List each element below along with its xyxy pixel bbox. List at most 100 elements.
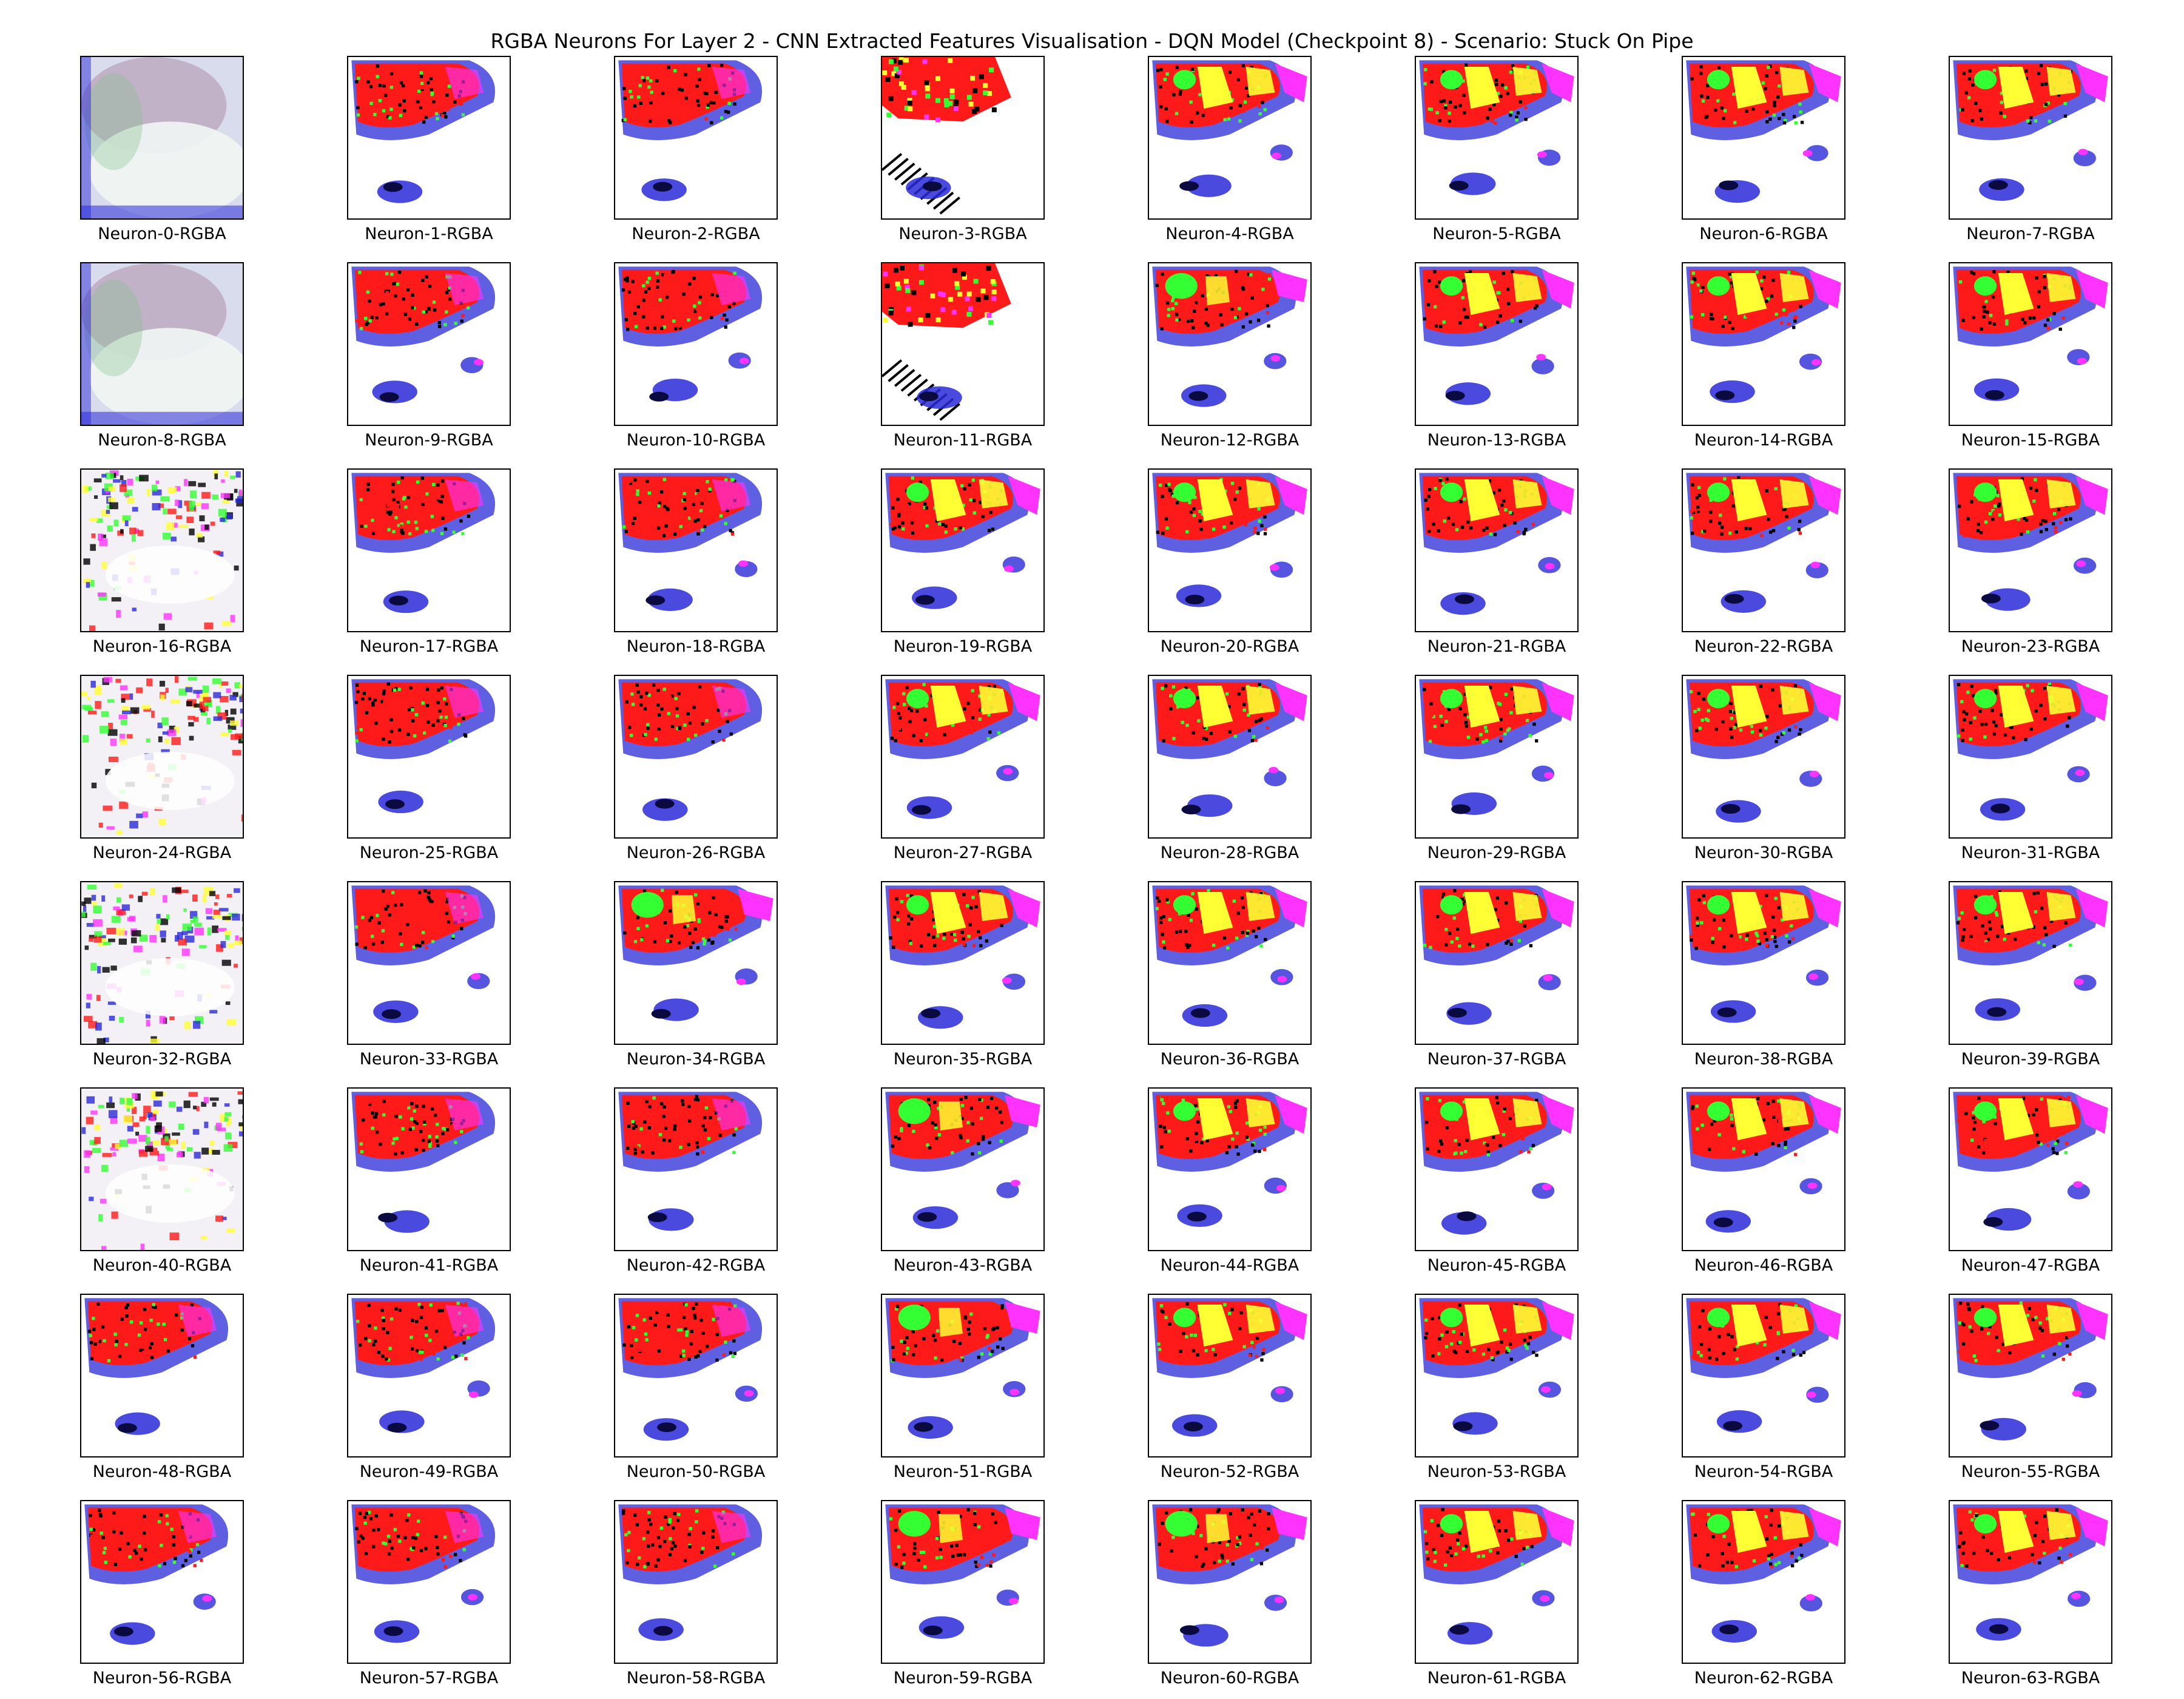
neuron-activation-image [347,1294,511,1457]
neuron-activation-image [1949,881,2112,1045]
neuron-label: Neuron-49-RGBA [359,1462,499,1481]
neuron-label: Neuron-45-RGBA [1427,1256,1566,1275]
neuron-label: Neuron-42-RGBA [626,1256,766,1275]
neuron-label: Neuron-25-RGBA [359,843,499,862]
neuron-label: Neuron-20-RGBA [1160,637,1299,656]
neuron-activation-image [347,1500,511,1664]
neuron-activation-image [614,1087,778,1251]
neuron-label: Neuron-2-RGBA [632,225,760,243]
neuron-activation-image [1949,468,2112,632]
neuron-label: Neuron-22-RGBA [1694,637,1833,656]
neuron-activation-image [347,468,511,632]
neuron-activation-image [1682,881,1845,1045]
neuron-label: Neuron-6-RGBA [1699,225,1828,243]
neuron-label: Neuron-62-RGBA [1694,1669,1833,1687]
neuron-label: Neuron-34-RGBA [626,1050,766,1069]
neuron-activation-image [1148,262,1312,426]
neuron-label: Neuron-31-RGBA [1961,843,2100,862]
neuron-label: Neuron-4-RGBA [1165,225,1294,243]
neuron-activation-image [1148,468,1312,632]
neuron-label: Neuron-27-RGBA [893,843,1033,862]
neuron-activation-image [1415,1087,1579,1251]
neuron-label: Neuron-17-RGBA [359,637,499,656]
neuron-label: Neuron-0-RGBA [98,225,226,243]
neuron-activation-image [80,1087,244,1251]
neuron-activation-image [614,1500,778,1664]
neuron-label: Neuron-9-RGBA [365,431,493,450]
neuron-activation-image [1949,1087,2112,1251]
neuron-label: Neuron-28-RGBA [1160,843,1299,862]
neuron-activation-image [1415,56,1579,220]
neuron-label: Neuron-16-RGBA [92,637,232,656]
neuron-activation-image [347,881,511,1045]
neuron-label: Neuron-30-RGBA [1694,843,1833,862]
neuron-label: Neuron-40-RGBA [92,1256,232,1275]
neuron-label: Neuron-59-RGBA [893,1669,1033,1687]
neuron-activation-image [881,1087,1045,1251]
neuron-label: Neuron-56-RGBA [92,1669,232,1687]
neuron-activation-image [1682,56,1845,220]
figure-title: RGBA Neurons For Layer 2 - CNN Extracted… [490,29,1694,53]
neuron-label: Neuron-51-RGBA [893,1462,1033,1481]
neuron-activation-image [1949,56,2112,220]
neuron-label: Neuron-18-RGBA [626,637,766,656]
neuron-activation-image [881,468,1045,632]
neuron-activation-image [881,881,1045,1045]
neuron-activation-image [80,56,244,220]
neuron-activation-image [881,262,1045,426]
neuron-activation-image [80,881,244,1045]
neuron-activation-image [1415,675,1579,839]
neuron-label: Neuron-58-RGBA [626,1669,766,1687]
neuron-label: Neuron-23-RGBA [1961,637,2100,656]
neuron-activation-image [1148,56,1312,220]
neuron-label: Neuron-1-RGBA [365,225,493,243]
neuron-activation-image [1949,1294,2112,1457]
neuron-label: Neuron-13-RGBA [1427,431,1566,450]
neuron-label: Neuron-26-RGBA [626,843,766,862]
neuron-label: Neuron-60-RGBA [1160,1669,1299,1687]
neuron-label: Neuron-43-RGBA [893,1256,1033,1275]
neuron-activation-image [1148,1294,1312,1457]
neuron-label: Neuron-38-RGBA [1694,1050,1833,1069]
neuron-label: Neuron-47-RGBA [1961,1256,2100,1275]
neuron-activation-image [347,675,511,839]
neuron-activation-image [1415,881,1579,1045]
neuron-label: Neuron-5-RGBA [1432,225,1561,243]
neuron-activation-image [614,881,778,1045]
neuron-activation-image [614,1294,778,1457]
neuron-label: Neuron-15-RGBA [1961,431,2100,450]
neuron-label: Neuron-19-RGBA [893,637,1033,656]
neuron-activation-image [347,56,511,220]
neuron-activation-image [80,1500,244,1664]
neuron-activation-image [1682,1500,1845,1664]
neuron-label: Neuron-10-RGBA [626,431,766,450]
neuron-label: Neuron-21-RGBA [1427,637,1566,656]
neuron-activation-image [1415,468,1579,632]
neuron-label: Neuron-41-RGBA [359,1256,499,1275]
neuron-activation-image [1148,1500,1312,1664]
neuron-activation-image [614,262,778,426]
neuron-activation-image [1415,1294,1579,1457]
neuron-activation-image [881,1294,1045,1457]
neuron-activation-image [80,262,244,426]
neuron-label: Neuron-48-RGBA [92,1462,232,1481]
neuron-label: Neuron-12-RGBA [1160,431,1299,450]
neuron-label: Neuron-57-RGBA [359,1669,499,1687]
neuron-activation-image [80,468,244,632]
neuron-label: Neuron-36-RGBA [1160,1050,1299,1069]
neuron-activation-image [1682,468,1845,632]
neuron-activation-image [614,56,778,220]
neuron-label: Neuron-55-RGBA [1961,1462,2100,1481]
neuron-activation-image [881,675,1045,839]
neuron-label: Neuron-63-RGBA [1961,1669,2100,1687]
neuron-label: Neuron-39-RGBA [1961,1050,2100,1069]
neuron-activation-image [1415,1500,1579,1664]
neuron-activation-image [614,675,778,839]
neuron-label: Neuron-11-RGBA [893,431,1033,450]
neuron-activation-image [347,262,511,426]
neuron-activation-image [80,1294,244,1457]
neuron-activation-image [1682,262,1845,426]
neuron-activation-image [881,56,1045,220]
